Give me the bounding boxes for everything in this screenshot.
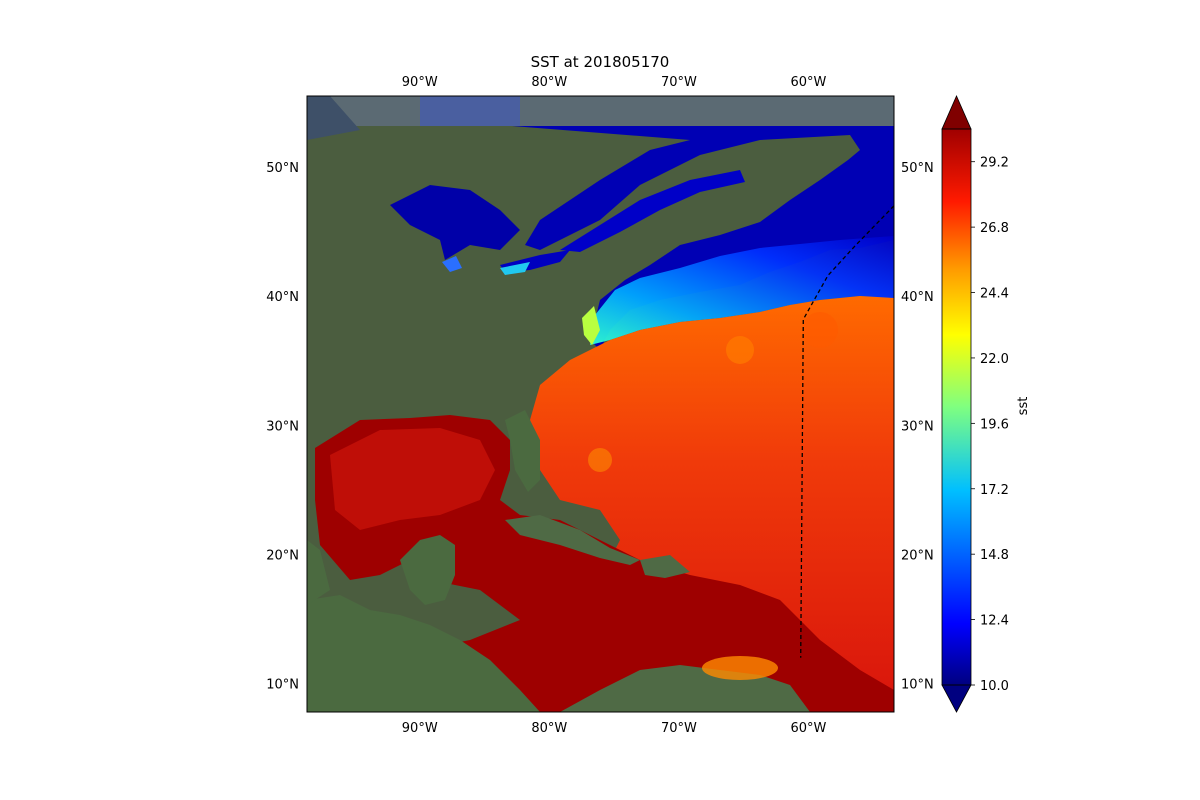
colorbar-extend-bottom [941, 684, 972, 713]
lat-tick-label: 10°N [266, 678, 299, 693]
lat-tick-label: 20°N [266, 548, 299, 563]
lake-erie-warm [500, 262, 530, 275]
colorbar-tick-label: 10.0 [980, 679, 1009, 694]
warm-eddy [588, 448, 612, 472]
warm-eddy [726, 336, 754, 364]
plot-title: SST at 201805170 [531, 53, 670, 71]
lake-michigan-warm [442, 256, 462, 272]
lat-ticks-left: 10°N 20°N 30°N 40°N 50°N [266, 161, 299, 693]
lat-tick-label: 50°N [266, 161, 299, 176]
lon-tick-label: 60°W [791, 721, 827, 736]
warm-eddy [802, 312, 838, 348]
gulf-warm-interior [330, 428, 495, 530]
lon-tick-label: 80°W [531, 721, 567, 736]
colorbar-tick-label: 14.8 [980, 548, 1009, 563]
lon-tick-label: 60°W [791, 75, 827, 90]
colorbar-tick-label: 29.2 [980, 156, 1009, 171]
cold-gradient-band [590, 236, 894, 345]
dashed-boundary-line [800, 205, 894, 658]
map-area [307, 96, 894, 712]
colorbar-tick-label: 12.4 [980, 614, 1009, 629]
colorbar-extend-top [941, 95, 972, 130]
central-america-land [307, 595, 540, 712]
lat-tick-label: 40°N [266, 290, 299, 305]
great-lakes [390, 185, 520, 260]
colorbar-tick-label: 17.2 [980, 483, 1009, 498]
colorbar-tick-label: 22.0 [980, 352, 1009, 367]
lat-tick-label: 10°N [901, 678, 934, 693]
colorbar-frame [941, 128, 972, 686]
lon-ticks-bottom: 90°W 80°W 70°W 60°W [402, 721, 827, 736]
colorbar-ticks: 10.0 12.4 14.8 17.2 19.6 22.0 24.4 26.8 29.2 [971, 156, 1009, 694]
mexico-land [307, 540, 330, 605]
colorbar-label: sst [1016, 397, 1031, 416]
lon-tick-label: 90°W [402, 75, 438, 90]
chesapeake-bay [582, 306, 600, 345]
florida-peninsula [505, 410, 540, 492]
northern-land-shade [307, 96, 360, 140]
lat-ticks-right: 10°N 20°N 30°N 40°N 50°N [901, 161, 934, 693]
lat-tick-label: 50°N [901, 161, 934, 176]
lon-tick-label: 90°W [402, 721, 438, 736]
warm-plume [702, 656, 778, 680]
lon-tick-label: 70°W [661, 75, 697, 90]
colorbar-tick-label: 19.6 [980, 417, 1009, 432]
lon-tick-label: 80°W [531, 75, 567, 90]
map-frame [306, 95, 895, 713]
hudson-bay-water [420, 96, 520, 126]
lat-tick-label: 30°N [266, 419, 299, 434]
cuba-land [505, 515, 640, 565]
lat-tick-label: 30°N [901, 419, 934, 434]
lon-ticks-top: 90°W 80°W 70°W 60°W [402, 75, 827, 90]
colorbar-tick-label: 26.8 [980, 221, 1009, 236]
lat-tick-label: 40°N [901, 290, 934, 305]
st-lawrence-river [560, 170, 745, 252]
colorbar: 10.0 12.4 14.8 17.2 19.6 22.0 24.4 26.8 29.2 sst [941, 95, 1031, 713]
hispaniola-land [640, 555, 690, 578]
lon-tick-label: 70°W [661, 721, 697, 736]
yucatan-land [400, 535, 455, 605]
lat-tick-label: 20°N [901, 548, 934, 563]
colorbar-tick-label: 24.4 [980, 287, 1009, 302]
cold-sea-region [512, 126, 894, 350]
northern-land-strip [307, 96, 894, 126]
colorbar-gradient [942, 129, 971, 685]
